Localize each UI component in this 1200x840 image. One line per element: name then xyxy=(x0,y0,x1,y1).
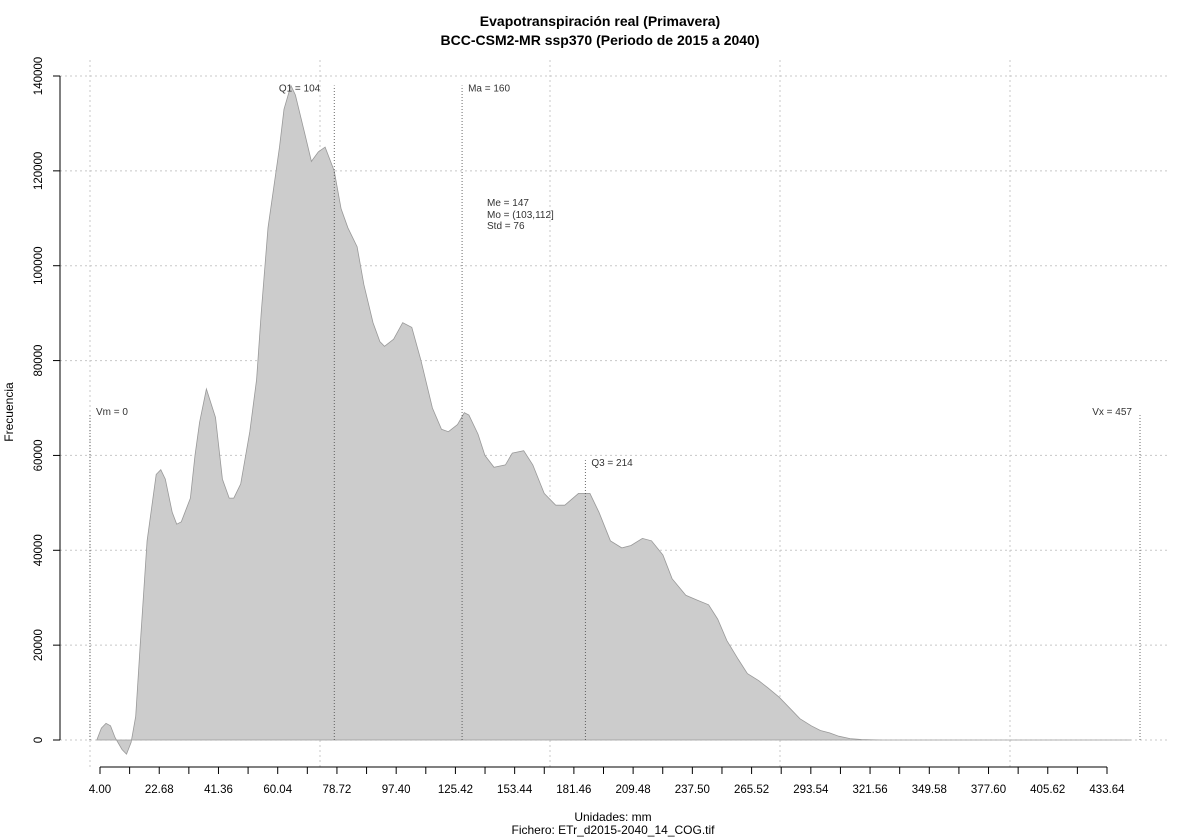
reference-label: Vm = 0 xyxy=(96,407,128,418)
x-tick-label: 405.62 xyxy=(1030,784,1065,796)
y-ticks: 0 20000 40000 60000 80000 100000 120000 140000 xyxy=(33,57,60,743)
y-axis-label: Frecuencia xyxy=(2,382,16,442)
stats-box: Me = 147 Mo = (103,112] Std = 76 xyxy=(487,198,554,232)
reference-label: Q3 = 214 xyxy=(591,458,633,469)
x-tick-label: 433.64 xyxy=(1089,784,1125,796)
x-tick-label: 4.00 xyxy=(89,784,111,796)
x-tick-label: 181.46 xyxy=(556,784,591,796)
stats-line-mo: Mo = (103,112] xyxy=(487,210,554,221)
y-tick-label: 80000 xyxy=(33,345,45,377)
y-tick-label: 0 xyxy=(33,737,45,743)
x-tick-label: 349.58 xyxy=(912,784,947,796)
x-tick-label: 97.40 xyxy=(382,784,411,796)
stats-line-me: Me = 147 xyxy=(487,198,529,209)
x-tick-label: 237.50 xyxy=(675,784,710,796)
reference-label: Ma = 160 xyxy=(468,83,510,94)
y-tick-label: 100000 xyxy=(33,247,45,285)
x-tick-label: 209.48 xyxy=(616,784,651,796)
y-tick-label: 20000 xyxy=(33,629,45,661)
stats-line-std: Std = 76 xyxy=(487,221,525,232)
x-tick-label: 265.52 xyxy=(734,784,769,796)
x-tick-label: 125.42 xyxy=(438,784,473,796)
chart-caption: Fichero: ETr_d2015-2040_14_COG.tif xyxy=(512,823,716,837)
x-tick-label: 153.44 xyxy=(497,784,533,796)
x-tick-label: 60.04 xyxy=(263,784,292,796)
chart-title: Evapotranspiración real (Primavera) xyxy=(480,13,720,29)
chart-subtitle: BCC-CSM2-MR ssp370 (Periodo de 2015 a 20… xyxy=(441,32,760,48)
y-tick-label: 120000 xyxy=(33,152,45,190)
y-tick-label: 140000 xyxy=(33,57,45,95)
x-tick-label: 321.56 xyxy=(852,784,887,796)
x-tick-label: 22.68 xyxy=(145,784,174,796)
density-area xyxy=(96,84,1131,755)
y-tick-label: 60000 xyxy=(33,439,45,471)
x-axis-label: Unidades: mm xyxy=(574,810,651,824)
x-tick-label: 377.60 xyxy=(971,784,1006,796)
x-tick-label: 41.36 xyxy=(204,784,233,796)
x-tick-label: 293.54 xyxy=(793,784,829,796)
reference-label: Vx = 457 xyxy=(1092,407,1132,418)
reference-lines: Vm = 0 Q1 = 104 Ma = 160 Q3 = 214 Vx = 457 xyxy=(89,83,1141,740)
x-tick-label: 78.72 xyxy=(323,784,352,796)
x-ticks: 4.00 22.68 41.36 60.04 78.72 97.40 125.42 153.4… xyxy=(89,767,1125,796)
y-tick-label: 40000 xyxy=(33,534,45,566)
reference-label: Q1 = 104 xyxy=(279,83,321,94)
